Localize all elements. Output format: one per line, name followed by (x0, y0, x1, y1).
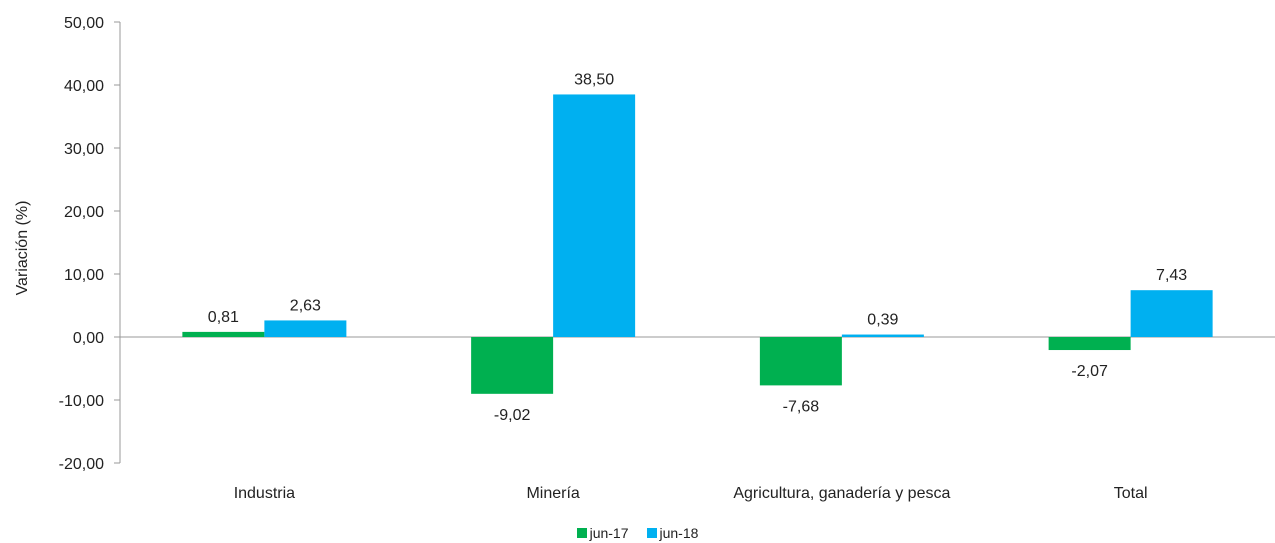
data-label-jun-18-2: 0,39 (867, 312, 898, 329)
bar-jun-18-3 (1130, 290, 1213, 337)
y-tick-label: 40,00 (64, 78, 104, 95)
y-axis: 50,00 40,00 30,00 20,00 10,00 0,00 -10,00 -20,0… (59, 15, 1275, 473)
legend: jun-17 jun-18 (0, 525, 1275, 541)
legend-swatch-jun-18 (646, 528, 657, 538)
y-tick-label: -20,00 (59, 456, 104, 473)
bar-jun-17-0 (182, 331, 265, 337)
y-tick-label: 0,00 (73, 330, 104, 347)
bar-jun-17-2 (759, 337, 842, 386)
y-tick-label: 30,00 (64, 141, 104, 158)
y-axis-title: Variación (%) (14, 201, 31, 296)
legend-label-jun-17: jun-17 (589, 525, 629, 541)
bar-chart: 50,00 40,00 30,00 20,00 10,00 0,00 -10,00 -20,0… (14, 15, 1275, 502)
category-label-0: Industria (234, 485, 295, 502)
bars (182, 94, 1213, 394)
bar-jun-18-1 (553, 94, 636, 337)
legend-item-jun-18: jun-18 (646, 525, 699, 541)
data-label-jun-18-1: 38,50 (574, 71, 614, 88)
category-label-1: Minería (526, 485, 579, 502)
data-label-jun-17-2: -7,68 (783, 398, 820, 415)
y-tick-label: 20,00 (64, 204, 104, 221)
category-labels: Industria Minería Agricultura, ganadería y… (234, 485, 1148, 502)
bar-jun-17-1 (471, 337, 554, 394)
legend-swatch-jun-17 (576, 528, 587, 538)
data-label-jun-17-1: -9,02 (494, 407, 531, 424)
category-label-2: Agricultura, ganadería y pesca (733, 485, 950, 502)
bar-jun-17-3 (1048, 337, 1131, 351)
data-label-jun-18-0: 2,63 (290, 297, 321, 314)
y-tick-label: -10,00 (59, 393, 104, 410)
bar-jun-18-2 (841, 334, 924, 337)
legend-label-jun-18: jun-18 (659, 525, 699, 541)
y-tick-label: 50,00 (64, 15, 104, 32)
data-label-jun-17-0: 0,81 (208, 309, 239, 326)
data-labels: 0,81 2,63 -9,02 38,50 -7,68 0,39 -2,07 7,43 (208, 71, 1187, 423)
legend-item-jun-17: jun-17 (576, 525, 629, 541)
bar-jun-18-0 (264, 320, 347, 337)
y-tick-label: 10,00 (64, 267, 104, 284)
data-label-jun-18-3: 7,43 (1156, 267, 1187, 284)
category-label-3: Total (1114, 485, 1148, 502)
data-label-jun-17-3: -2,07 (1071, 363, 1108, 380)
